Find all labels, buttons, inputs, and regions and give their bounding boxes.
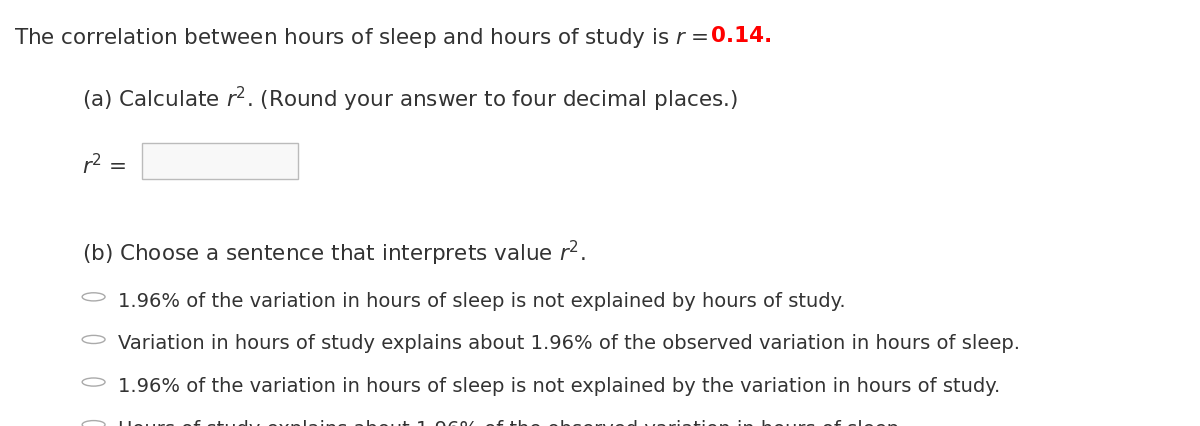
Text: Hours of study explains about 1.96% of the observed variation in hours of sleep.: Hours of study explains about 1.96% of t…	[118, 420, 905, 426]
Circle shape	[82, 293, 106, 301]
Text: 0.14.: 0.14.	[712, 26, 773, 46]
Text: (a) Calculate $r^2$. (Round your answer to four decimal places.): (a) Calculate $r^2$. (Round your answer …	[82, 85, 738, 115]
Text: $r^2$ =: $r^2$ =	[82, 153, 126, 178]
Text: 1.96% of the variation in hours of sleep is not explained by the variation in ho: 1.96% of the variation in hours of sleep…	[118, 377, 1000, 396]
Text: (b) Choose a sentence that interprets value $r^2$.: (b) Choose a sentence that interprets va…	[82, 239, 586, 268]
Text: The correlation between hours of sleep and hours of study is $r$ =: The correlation between hours of sleep a…	[14, 26, 712, 49]
Circle shape	[82, 378, 106, 386]
Text: 1.96% of the variation in hours of sleep is not explained by hours of study.: 1.96% of the variation in hours of sleep…	[118, 292, 845, 311]
Circle shape	[82, 420, 106, 426]
Circle shape	[82, 335, 106, 343]
Text: Variation in hours of study explains about 1.96% of the observed variation in ho: Variation in hours of study explains abo…	[118, 334, 1020, 354]
Bar	[142, 143, 298, 179]
